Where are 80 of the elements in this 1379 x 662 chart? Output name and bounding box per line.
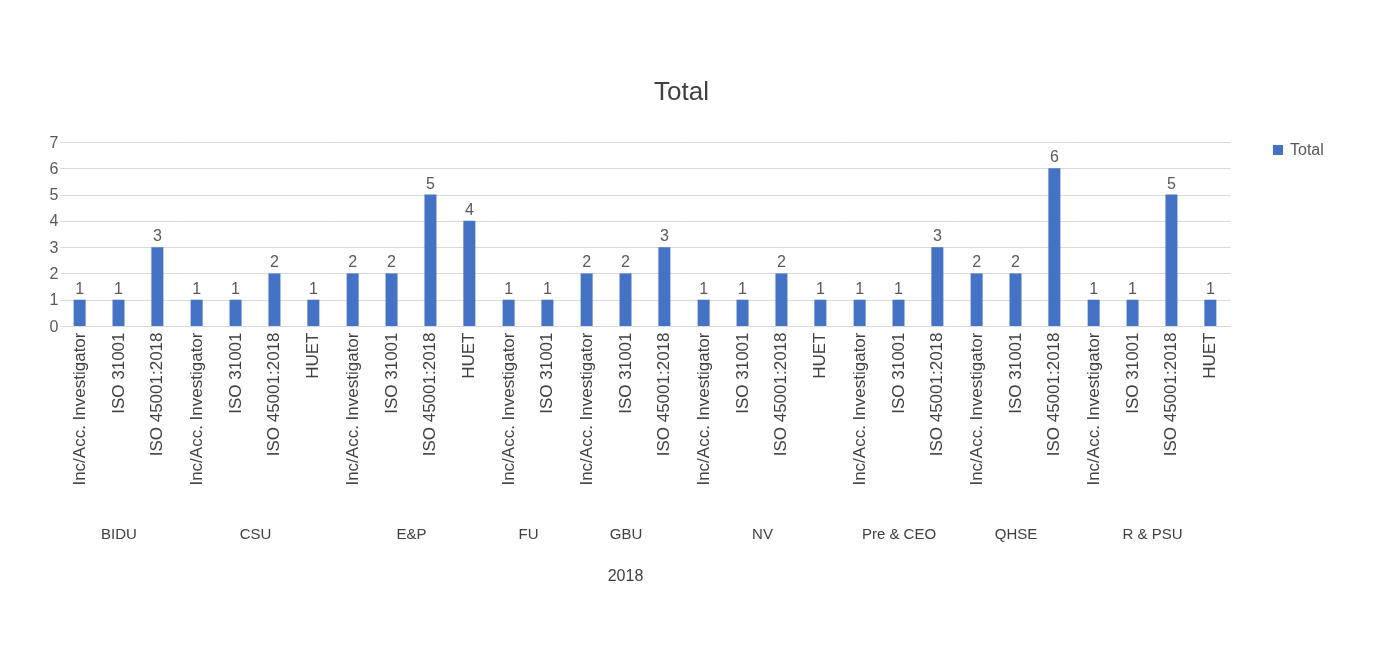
x-tick-label: ISO 45001:2018 — [147, 332, 167, 457]
x-axis-title: NV — [752, 524, 773, 542]
data-label: 2 — [777, 253, 786, 271]
x-axis-title: FU — [518, 524, 539, 542]
x-tick-label: HUET — [459, 332, 479, 379]
x-tick-label: ISO 45001:2018 — [1161, 332, 1181, 457]
legend-label: Total — [1290, 141, 1324, 158]
data-label: 1 — [192, 279, 202, 297]
x-axis-title: BIDU — [101, 524, 137, 542]
x-axis-title: Pre & CEO — [861, 524, 937, 542]
x-tick-label: HUET — [1200, 332, 1220, 379]
x-tick-label: ISO 31001 — [615, 332, 635, 414]
x-tick-label: ISO 45001:2018 — [264, 332, 284, 457]
x-tick-label: Inc/Acc. Investigator — [849, 332, 869, 486]
data-label: 2 — [972, 253, 982, 271]
y-tick-label: 5 — [49, 186, 59, 204]
data-label: 1 — [114, 279, 124, 297]
data-label: 1 — [542, 279, 552, 297]
text: 2018 — [607, 567, 644, 584]
data-label: 1 — [699, 279, 709, 297]
x-tick-label: Inc/Acc. Investigator — [69, 332, 89, 486]
data-label: 3 — [932, 227, 942, 245]
data-label: 3 — [152, 227, 162, 245]
data-label: 3 — [659, 227, 669, 245]
x-tick-label: Inc/Acc. Investigator — [576, 332, 596, 486]
y-tick-label: 3 — [49, 238, 59, 256]
y-tick-label: 6 — [49, 159, 59, 177]
data-label: 2 — [1011, 253, 1021, 271]
x-tick-label: ISO 45001:2018 — [927, 332, 947, 457]
x-tick-label: HUET — [810, 332, 830, 379]
x-tick-label: ISO 45001:2018 — [771, 332, 791, 457]
x-tick-label: ISO 31001 — [732, 332, 752, 414]
x-tick-label: Inc/Acc. Investigator — [966, 332, 986, 486]
data-label: 4 — [464, 200, 474, 218]
y-tick-label: 1 — [49, 291, 59, 309]
x-tick-label: ISO 31001 — [537, 332, 557, 414]
data-label: 1 — [815, 279, 825, 297]
data-label: 5 — [426, 174, 435, 192]
data-label: 1 — [308, 279, 318, 297]
x-tick-label: ISO 31001 — [888, 332, 908, 414]
x-tick-label: ISO 45001:2018 — [1044, 332, 1064, 457]
data-label: 2 — [270, 253, 279, 271]
data-label: 1 — [504, 279, 514, 297]
data-label: 1 — [894, 279, 904, 297]
x-axis-title: GBU — [609, 524, 643, 542]
data-label: 1 — [75, 279, 85, 297]
data-label: 2 — [621, 253, 631, 271]
data-label: 2 — [582, 253, 592, 271]
data-label: 1 — [1089, 279, 1099, 297]
y-tick-label: 7 — [49, 133, 59, 151]
x-tick-label: ISO 31001 — [1005, 332, 1025, 414]
x-axis-title: R & PSU — [1122, 524, 1183, 542]
y-tick-label: 4 — [49, 212, 59, 230]
x-axis-title: E&P — [396, 524, 427, 542]
x-tick-label: ISO 31001 — [381, 332, 401, 414]
data-label: 2 — [387, 253, 397, 271]
x-tick-label: ISO 31001 — [108, 332, 128, 414]
data-label: 1 — [855, 279, 865, 297]
y-tick-label: 2 — [49, 264, 59, 282]
data-label: 5 — [1167, 174, 1176, 192]
data-label: 1 — [738, 279, 748, 297]
x-tick-label: Inc/Acc. Investigator — [693, 332, 713, 486]
x-axis-title: QHSE — [994, 524, 1038, 542]
data-label: 2 — [348, 253, 358, 271]
x-tick-label: Inc/Acc. Investigator — [186, 332, 206, 486]
x-tick-label: ISO 31001 — [225, 332, 245, 414]
x-tick-label: ISO 45001:2018 — [420, 332, 440, 457]
data-label: 1 — [1128, 279, 1138, 297]
x-tick-label: ISO 45001:2018 — [654, 332, 674, 457]
x-axis-title: CSU — [239, 524, 272, 542]
x-tick-label: Inc/Acc. Investigator — [498, 332, 518, 486]
chart-title: Total — [654, 76, 709, 106]
x-tick-label: Inc/Acc. Investigator — [1083, 332, 1103, 486]
data-label: 6 — [1049, 148, 1059, 166]
x-tick-label: HUET — [303, 332, 323, 379]
data-label: 1 — [231, 279, 241, 297]
data-label: 1 — [1205, 279, 1215, 297]
x-tick-label: Inc/Acc. Investigator — [342, 332, 362, 486]
x-tick-label: ISO 31001 — [1122, 332, 1142, 414]
y-tick-label: 0 — [49, 317, 59, 335]
